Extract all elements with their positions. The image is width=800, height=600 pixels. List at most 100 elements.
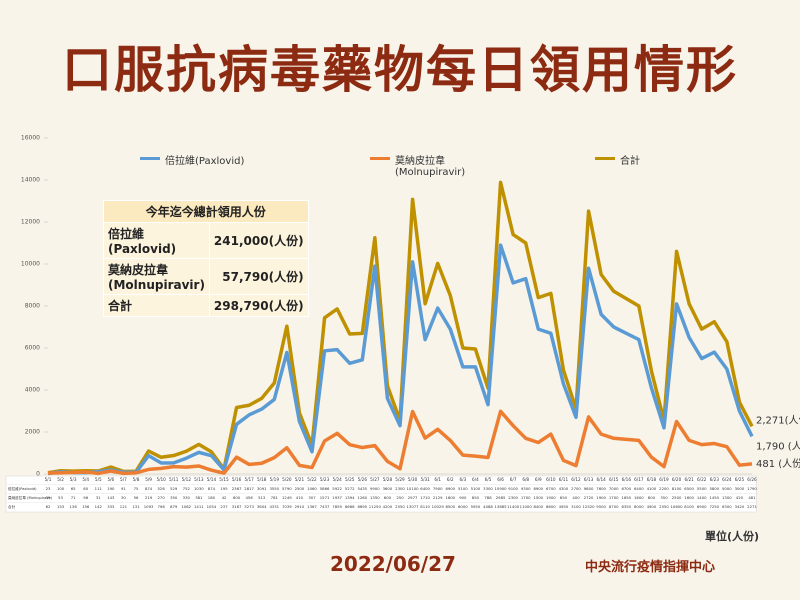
table-cell: 56 — [134, 495, 139, 500]
x-tick-label: 5/25 — [345, 477, 355, 482]
x-tick-label: 6/13 — [584, 477, 594, 482]
table-cell: 330 — [183, 495, 191, 500]
table-cell: 219 — [145, 495, 153, 500]
table-cell: 3100 — [571, 504, 581, 509]
table-cell: 7600 — [596, 486, 606, 491]
x-tick-label: 6/16 — [622, 477, 632, 482]
x-tick-label: 6/17 — [634, 477, 644, 482]
table-cell: 1030 — [194, 486, 204, 491]
table-cell: 1900 — [596, 495, 606, 500]
x-tick-label: 5/17 — [244, 477, 254, 482]
title: 口服抗病毒藥物每日領用情形 — [62, 41, 738, 99]
table-cell: 6300 — [722, 504, 732, 509]
table-cell: 1093 — [144, 504, 154, 509]
summary-value: 241,000(人份) — [208, 222, 309, 259]
x-tick-label: 6/5 — [485, 477, 492, 482]
table-cell: 156 — [82, 504, 90, 509]
x-tick-label: 5/9 — [145, 477, 152, 482]
table-cell: 6500 — [684, 486, 694, 491]
summary-value: 298,790(人份) — [208, 294, 309, 317]
table-cell: 8600 — [546, 504, 556, 509]
table-cell: 8110 — [420, 504, 430, 509]
table-cell: 874 — [145, 486, 153, 491]
x-tick-label: 5/5 — [95, 477, 102, 482]
x-tick-label: 5/13 — [194, 477, 204, 482]
table-cell: 2367 — [232, 486, 242, 491]
table-cell: 456 — [246, 495, 254, 500]
x-tick-label: 6/26 — [747, 477, 757, 482]
y-tick-label: 14000 — [21, 177, 40, 184]
table-cell: 4900 — [647, 504, 657, 509]
end-annotation: 2,271(人份) — [756, 414, 800, 426]
x-tick-label: 6/9 — [535, 477, 542, 482]
x-tick-label: 5/16 — [232, 477, 242, 482]
table-cell: 5100 — [458, 486, 468, 491]
table-cell: 270 — [158, 495, 166, 500]
table-cell: 1054 — [207, 504, 217, 509]
table-cell: 481 — [748, 495, 756, 500]
table-cell: 333 — [107, 504, 115, 509]
x-tick-label: 5/15 — [219, 477, 229, 482]
table-cell: 6400 — [420, 486, 430, 491]
y-tick-label: 8000 — [25, 303, 40, 310]
table-cell: 1411 — [194, 504, 204, 509]
x-tick-label: 5/30 — [408, 477, 418, 482]
table-cell: 4331 — [269, 504, 279, 509]
legend-label: 合計 — [620, 156, 640, 167]
table-cell: 781 — [271, 495, 279, 500]
x-tick-label: 6/1 — [434, 477, 441, 482]
table-cell: 9800 — [584, 486, 594, 491]
table-cell: 2500 — [672, 495, 682, 500]
table-cell: 7000 — [609, 486, 619, 491]
x-tick-label: 6/4 — [472, 477, 479, 482]
table-cell: 10900 — [495, 486, 508, 491]
x-tick-label: 5/31 — [420, 477, 430, 482]
table-cell: 3600 — [383, 486, 393, 491]
table-cell: 2985 — [496, 495, 506, 500]
table-cell: 11000 — [520, 504, 533, 509]
table-cell: 874 — [208, 486, 216, 491]
table-cell: 3300 — [483, 486, 493, 491]
table-cell: 650 — [560, 495, 568, 500]
y-tick-label: 2000 — [25, 429, 40, 436]
series-line — [47, 243, 754, 476]
x-tick-label: 5/26 — [358, 477, 368, 482]
series-line — [47, 409, 753, 476]
x-tick-label: 6/25 — [735, 477, 745, 482]
x-tick-label: 5/23 — [320, 477, 330, 482]
table-cell: 3604 — [257, 504, 267, 509]
table-cell: 2550 — [659, 504, 669, 509]
table-row-label: 合計 — [8, 504, 16, 509]
legend-item: 合計 — [595, 152, 640, 167]
table-cell: 2271 — [747, 504, 757, 509]
table-cell: 1350 — [370, 495, 380, 500]
table-cell: 8350 — [621, 504, 631, 509]
x-tick-label: 6/21 — [684, 477, 694, 482]
table-cell: 1571 — [320, 495, 330, 500]
table-cell: 30 — [121, 495, 126, 500]
x-tick-label: 6/2 — [447, 477, 454, 482]
table-cell: 31 — [96, 495, 101, 500]
table-cell: 121 — [120, 504, 128, 509]
table-cell: 9900 — [370, 486, 380, 491]
table-cell: 5922 — [332, 486, 342, 491]
x-tick-label: 6/18 — [647, 477, 657, 482]
table-cell: 42 — [222, 495, 227, 500]
table-cell: 2700 — [571, 486, 581, 491]
table-cell: 7900 — [433, 486, 443, 491]
table-cell: 788 — [484, 495, 492, 500]
table-cell: 6000 — [458, 504, 468, 509]
table-cell: 1700 — [609, 495, 619, 500]
table-cell: 11400 — [507, 504, 520, 509]
legend-label: 莫納皮拉韋 (Molnupiravir) — [395, 156, 466, 178]
table-cell: 142 — [95, 504, 103, 509]
table-cell: 10029 — [432, 504, 445, 509]
table-cell: 5100 — [471, 486, 481, 491]
table-row-label: 莫納皮拉韋 (Molnupiravir) — [8, 495, 53, 500]
table-cell: 9500 — [596, 504, 606, 509]
table-cell: 8100 — [684, 504, 694, 509]
table-cell: 10100 — [407, 486, 420, 491]
x-tick-label: 5/7 — [120, 477, 127, 482]
unit-label: 單位(人份) — [705, 530, 760, 543]
x-tick-label: 6/15 — [609, 477, 619, 482]
